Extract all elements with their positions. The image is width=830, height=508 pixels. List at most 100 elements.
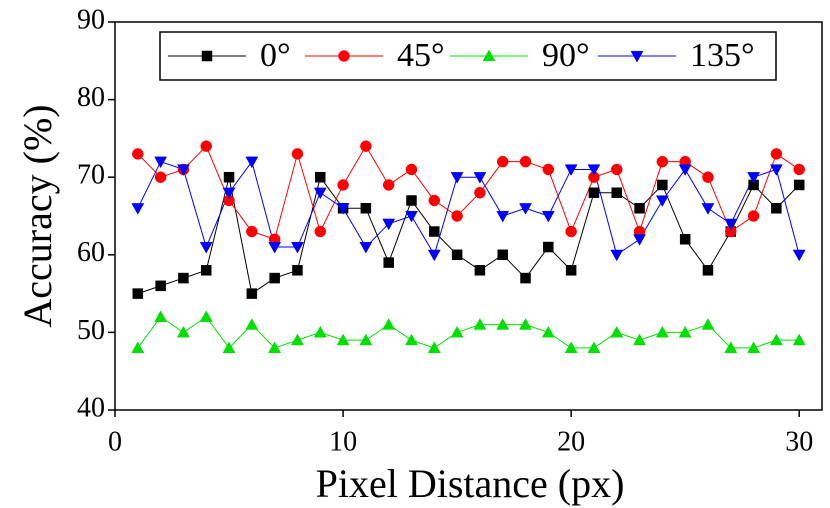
marker (678, 164, 692, 176)
marker (610, 249, 624, 262)
marker (428, 194, 441, 207)
plot-frame (114, 21, 823, 411)
marker (313, 325, 327, 338)
marker (793, 179, 805, 191)
legend-label: 90° (542, 37, 590, 74)
marker (678, 325, 692, 338)
marker (360, 202, 372, 214)
marker (245, 156, 259, 169)
legend-label: 45° (397, 37, 445, 74)
marker (382, 318, 396, 330)
marker (246, 225, 258, 238)
marker (474, 186, 486, 199)
marker (222, 341, 236, 353)
y-tick-label: 40 (77, 392, 105, 423)
marker (199, 310, 213, 322)
marker (657, 179, 668, 191)
marker (291, 241, 304, 254)
marker (268, 341, 282, 353)
marker (701, 318, 715, 330)
marker (359, 241, 373, 254)
marker (359, 333, 373, 346)
marker (131, 203, 145, 215)
marker (451, 249, 463, 261)
legend-marker (630, 50, 644, 63)
marker (496, 318, 510, 330)
marker (519, 318, 532, 330)
marker (543, 241, 554, 253)
marker (269, 272, 280, 284)
marker (655, 195, 669, 207)
marker (336, 333, 350, 346)
y-tick-label: 50 (77, 315, 105, 346)
marker (634, 202, 645, 214)
marker (496, 155, 509, 168)
marker (497, 249, 508, 261)
marker (565, 265, 577, 276)
marker (793, 163, 805, 176)
marker (405, 163, 418, 176)
marker (655, 325, 669, 338)
marker (176, 325, 190, 338)
marker (178, 272, 189, 284)
marker (451, 210, 463, 222)
marker (771, 202, 782, 214)
marker (291, 333, 304, 346)
marker (313, 187, 327, 200)
marker (541, 325, 555, 338)
series-line (137, 160, 800, 257)
legend-marker (482, 49, 496, 62)
series-line (137, 316, 800, 349)
marker (792, 333, 806, 346)
legend-label: 135° (690, 37, 755, 74)
marker (314, 225, 327, 238)
x-tick-label: 10 (329, 426, 357, 457)
marker (747, 172, 761, 184)
marker (246, 288, 258, 299)
marker (610, 325, 624, 338)
marker (519, 203, 532, 215)
marker (427, 249, 441, 262)
marker (702, 265, 714, 276)
marker (701, 203, 715, 215)
marker (610, 163, 623, 176)
marker (291, 148, 304, 160)
marker (132, 148, 144, 160)
marker (747, 341, 761, 353)
x-axis-title: Pixel Distance (px) (316, 461, 625, 506)
marker (520, 272, 531, 284)
marker (200, 140, 212, 152)
marker (542, 163, 555, 176)
marker (154, 156, 168, 169)
marker (405, 333, 418, 346)
marker (769, 164, 783, 176)
marker (360, 140, 372, 152)
marker (429, 226, 440, 237)
marker (474, 265, 486, 276)
x-tick-label: 0 (108, 426, 122, 457)
legend-label: 0° (260, 37, 291, 74)
marker (199, 241, 213, 254)
marker (268, 241, 282, 254)
marker (564, 164, 578, 176)
marker (176, 164, 190, 176)
marker (382, 179, 395, 191)
y-axis-title: Accuracy (%) (15, 104, 60, 327)
marker (565, 225, 577, 238)
marker (541, 210, 555, 223)
marker (450, 172, 464, 184)
marker (427, 341, 441, 353)
marker (724, 341, 738, 353)
marker (792, 249, 806, 262)
y-tick-label: 60 (77, 237, 105, 268)
marker (383, 257, 394, 268)
marker (154, 310, 168, 322)
y-tick-label: 90 (77, 4, 105, 35)
marker (405, 210, 418, 223)
marker (587, 164, 601, 176)
marker (337, 179, 349, 191)
marker (633, 234, 646, 246)
marker (633, 333, 646, 346)
legend-marker (201, 50, 213, 62)
marker (611, 187, 622, 198)
